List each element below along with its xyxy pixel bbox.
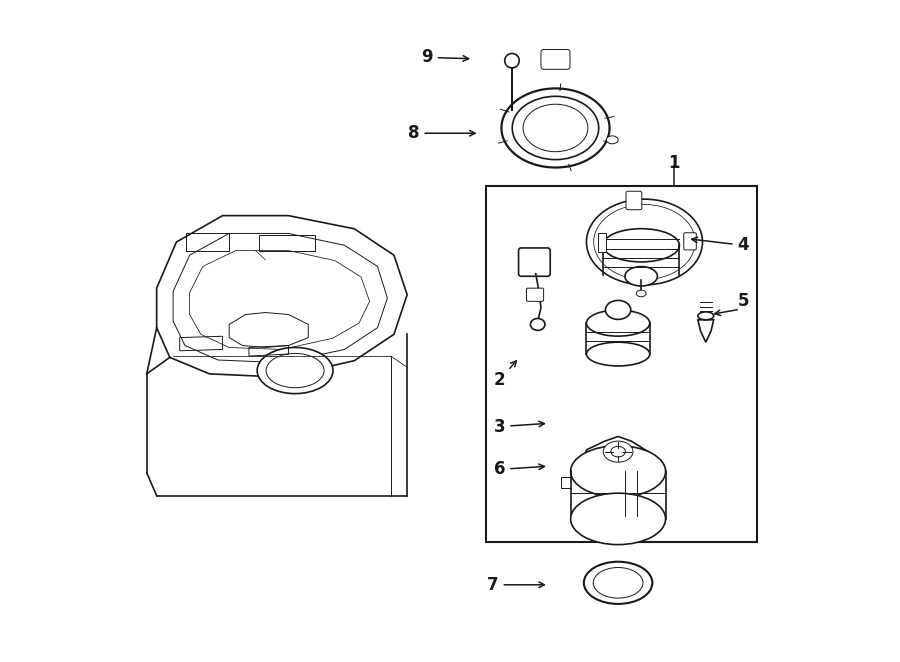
Ellipse shape [606, 301, 631, 319]
Ellipse shape [593, 567, 643, 598]
Ellipse shape [584, 562, 652, 604]
Ellipse shape [587, 199, 703, 285]
Ellipse shape [587, 342, 650, 366]
Text: 4: 4 [692, 236, 749, 254]
Ellipse shape [603, 441, 633, 462]
Ellipse shape [607, 136, 618, 144]
FancyBboxPatch shape [541, 50, 570, 70]
Ellipse shape [698, 312, 714, 320]
Text: 9: 9 [421, 48, 469, 66]
Ellipse shape [505, 54, 519, 68]
Text: 3: 3 [493, 418, 544, 436]
Ellipse shape [636, 290, 646, 297]
Ellipse shape [571, 446, 666, 497]
Ellipse shape [257, 348, 333, 394]
Bar [598, 234, 606, 252]
Ellipse shape [512, 96, 598, 160]
Polygon shape [698, 320, 714, 342]
Text: 2: 2 [493, 361, 517, 389]
Bar [486, 186, 757, 542]
Ellipse shape [523, 104, 588, 152]
Ellipse shape [625, 267, 657, 286]
FancyBboxPatch shape [684, 233, 697, 250]
Text: 6: 6 [494, 461, 544, 479]
Ellipse shape [611, 446, 625, 457]
FancyBboxPatch shape [518, 248, 550, 276]
Ellipse shape [587, 310, 650, 336]
Ellipse shape [530, 318, 544, 330]
Text: 8: 8 [408, 124, 475, 142]
Text: 7: 7 [487, 576, 544, 594]
Text: 5: 5 [738, 293, 749, 310]
Text: 1: 1 [669, 154, 680, 172]
Ellipse shape [603, 228, 680, 262]
Ellipse shape [501, 89, 609, 167]
Ellipse shape [571, 493, 666, 545]
FancyBboxPatch shape [626, 191, 642, 210]
FancyBboxPatch shape [526, 288, 544, 301]
Polygon shape [580, 436, 656, 474]
Polygon shape [157, 216, 407, 377]
